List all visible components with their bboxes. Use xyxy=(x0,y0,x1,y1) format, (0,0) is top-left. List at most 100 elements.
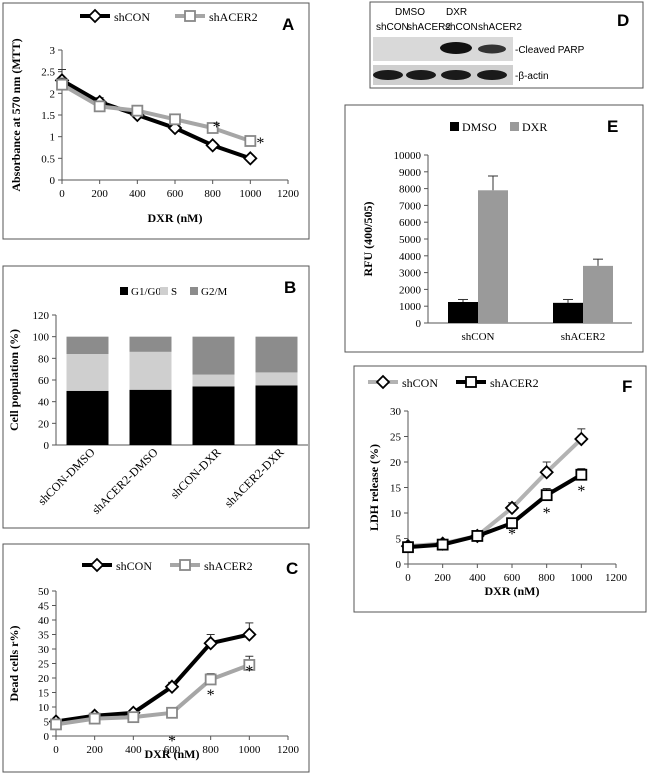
y-tick-label: 120 xyxy=(33,310,50,322)
blot-lane-label: shACER2 xyxy=(407,22,451,33)
blot-band-parp xyxy=(440,42,472,54)
significance-star: * xyxy=(245,663,253,680)
y-tick-label: 2000 xyxy=(399,284,422,296)
y-tick-label: 3 xyxy=(50,45,56,57)
x-axis-label: DXR (nM) xyxy=(485,584,540,598)
legend-swatch-marker xyxy=(87,8,103,24)
y-tick-label: 35 xyxy=(38,630,50,642)
legend-swatch xyxy=(450,122,459,131)
y-tick-label: 15 xyxy=(390,483,402,495)
category-label: shCON-DMSO xyxy=(35,445,98,508)
data-point xyxy=(243,659,256,671)
series-line xyxy=(55,632,250,724)
category-label: shACER2 xyxy=(561,331,606,343)
legend-swatch-marker xyxy=(375,374,391,390)
x-tick-label: 600 xyxy=(164,744,181,756)
panel-label: A xyxy=(282,15,294,34)
blot-band-actin xyxy=(406,70,436,80)
y-tick-label: 1000 xyxy=(399,301,422,313)
y-tick-label: 50 xyxy=(38,586,50,598)
x-tick-label: 1000 xyxy=(570,572,593,584)
panel-label: D xyxy=(617,11,629,30)
x-tick-label: 1200 xyxy=(277,744,300,756)
y-tick-label: 30 xyxy=(390,406,402,418)
y-axis-label: LDH release (%) xyxy=(367,444,381,531)
y-tick-label: 5000 xyxy=(399,234,422,246)
data-point xyxy=(169,113,181,126)
significance-star: * xyxy=(508,526,516,543)
blot-lane-label: shCON xyxy=(376,22,409,33)
legend-swatch-marker xyxy=(89,557,105,573)
x-tick-label: 800 xyxy=(202,744,219,756)
chart-f: 0 5 10 15 20 25 30 0 200 400 600 800 1000 1200 * * * DXR … xyxy=(353,365,647,613)
panel-label: E xyxy=(607,117,618,136)
x-axis-label: DXR (nM) xyxy=(148,211,203,225)
y-tick-label: 5 xyxy=(396,534,402,546)
blot-band-label: -Cleaved PARP xyxy=(515,45,585,56)
y-tick-label: 100 xyxy=(33,332,50,344)
panel-frame xyxy=(353,365,647,613)
x-tick-label: 0 xyxy=(405,572,411,584)
x-tick-label: 1000 xyxy=(238,744,261,756)
bar-segment-g1g0 xyxy=(255,385,298,445)
y-axis-label: Absorbance at 570 nm (MTT) xyxy=(9,38,23,191)
y-tick-label: 2.5 xyxy=(41,67,55,79)
y-tick-label: 10 xyxy=(38,702,50,714)
y-tick-label: 0 xyxy=(396,559,402,571)
panel-frame xyxy=(2,2,310,240)
legend-swatch xyxy=(190,287,198,295)
y-tick-label: 45 xyxy=(38,601,50,613)
y-tick-label: 20 xyxy=(38,418,50,430)
y-tick-label: 0 xyxy=(44,731,50,743)
blot-band-actin xyxy=(441,70,471,80)
bar-dxr xyxy=(583,265,613,323)
y-tick-label: 25 xyxy=(390,432,402,444)
series-shcon xyxy=(400,428,589,554)
panel-frame xyxy=(369,1,644,89)
series-shacer2 xyxy=(50,655,256,731)
y-tick-label: 5 xyxy=(44,717,50,729)
y-axis-label: Dead cells r%) xyxy=(7,626,21,702)
bar-segment-s xyxy=(66,354,109,391)
series-shacer2 xyxy=(56,77,257,147)
blot-band-parp xyxy=(478,44,506,54)
y-tick-label: 60 xyxy=(38,375,50,387)
data-point xyxy=(540,489,553,502)
legend-label: shACER2 xyxy=(204,559,253,573)
data-point xyxy=(164,679,180,694)
data-point xyxy=(539,464,554,480)
x-tick-label: 200 xyxy=(86,744,103,756)
bar-segment-g1g0 xyxy=(66,390,109,445)
legend-swatch-marker xyxy=(465,376,477,388)
category-label: shACER2-DMSO xyxy=(89,445,161,517)
bar-dmso xyxy=(553,302,583,323)
x-tick-label: 0 xyxy=(53,744,59,756)
y-tick-label: 25 xyxy=(38,659,50,671)
panel-frame xyxy=(2,265,310,529)
x-tick-label: 800 xyxy=(204,188,221,200)
y-tick-label: 0 xyxy=(44,440,50,452)
blot-lane-label: shACER2 xyxy=(478,22,522,33)
panel-label: B xyxy=(284,278,296,297)
chart-a: 0 0.5 1 1.5 2 2.5 3 0 200 400 600 800 1000 1200 * * DXR … xyxy=(2,2,310,240)
data-point xyxy=(205,138,220,153)
legend-label: DMSO xyxy=(462,120,497,134)
data-point xyxy=(574,431,589,447)
x-tick-label: 400 xyxy=(125,744,142,756)
series-shacer2 xyxy=(402,468,588,554)
data-point xyxy=(88,712,101,725)
chart-c: 0 5 10 15 20 25 30 35 40 45 50 0 200 400 600 800 1000 120… xyxy=(2,543,310,773)
y-tick-label: 40 xyxy=(38,397,50,409)
legend-swatch xyxy=(160,287,168,295)
bar-segment-g2m xyxy=(66,336,109,354)
legend-swatch-marker xyxy=(179,559,191,571)
x-tick-label: 200 xyxy=(91,188,108,200)
y-axis-label: RFU (400/505) xyxy=(361,202,375,277)
significance-star: * xyxy=(256,135,264,152)
bar-dmso xyxy=(448,302,478,323)
bar-segment-g2m xyxy=(255,336,298,373)
y-tick-label: 2 xyxy=(50,88,56,100)
y-tick-label: 30 xyxy=(38,644,50,656)
y-tick-label: 20 xyxy=(390,457,402,469)
